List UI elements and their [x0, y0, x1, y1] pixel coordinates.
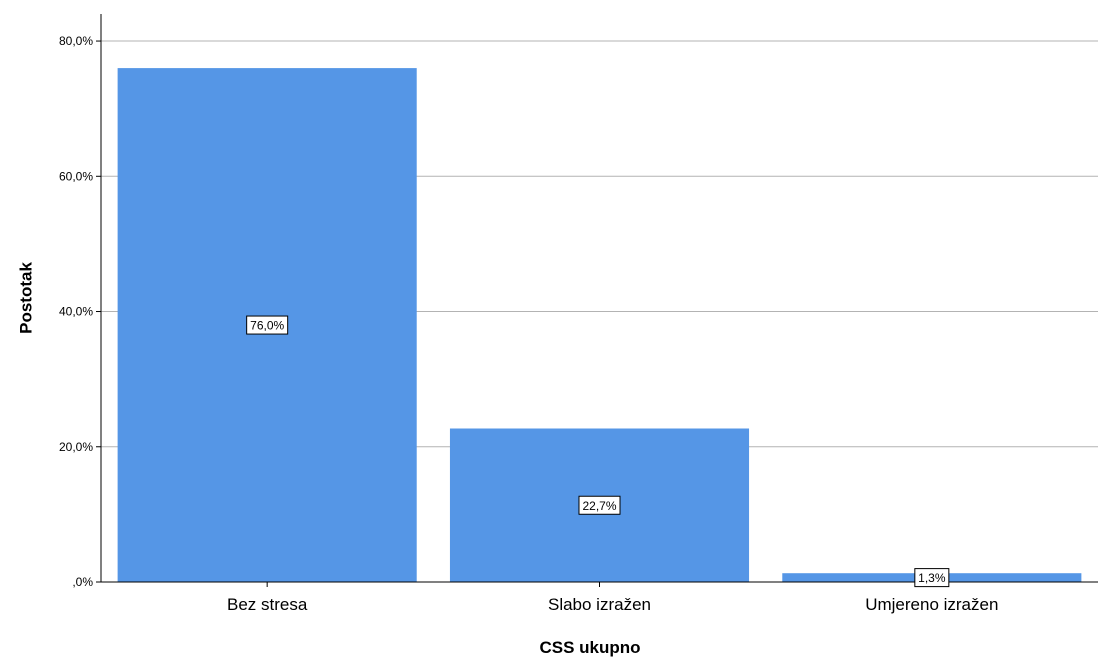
y-axis-title: Postotak	[16, 262, 35, 334]
x-tick-label: Umjereno izražen	[865, 595, 998, 614]
data-label-text: 22,7%	[582, 499, 616, 513]
y-tick-label: 80,0%	[59, 34, 93, 48]
data-label: 1,3%	[914, 568, 950, 588]
data-label-box	[578, 495, 621, 515]
y-tick-label: 20,0%	[59, 440, 93, 454]
data-label: 22,7%	[578, 495, 621, 515]
data-label: 76,0%	[246, 315, 289, 335]
y-tick-label: 40,0%	[59, 305, 93, 319]
y-tick-label: ,0%	[72, 575, 93, 589]
x-tick-label: Bez stresa	[227, 595, 308, 614]
data-label-text: 1,3%	[918, 571, 946, 585]
x-tick-label: Slabo izražen	[548, 595, 651, 614]
x-axis-title: CSS ukupno	[539, 638, 640, 657]
y-tick-label: 60,0%	[59, 169, 93, 183]
data-label-text: 76,0%	[250, 319, 284, 333]
data-labels: 76,0% 22,7% 1,3%	[246, 315, 950, 588]
data-label-box	[914, 568, 950, 588]
data-label-box	[246, 315, 289, 335]
